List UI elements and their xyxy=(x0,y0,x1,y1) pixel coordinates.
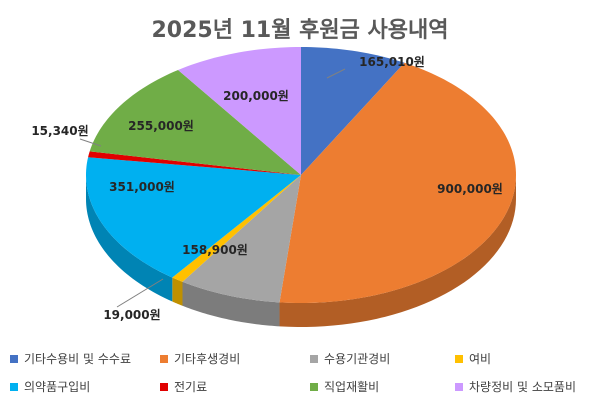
legend-swatch-1 xyxy=(10,354,18,363)
legend-label-6: 전기료 xyxy=(174,380,208,394)
pie-slices xyxy=(86,47,516,304)
legend-item-7: 직업재활비 xyxy=(310,378,379,395)
pie-slice-4 xyxy=(172,175,301,282)
legend-item-2: 기타후생경비 xyxy=(160,350,240,367)
legend-label-7: 직업재활비 xyxy=(324,380,380,394)
legend-label-2: 기타후생경비 xyxy=(174,352,241,366)
legend-swatch-2 xyxy=(160,354,168,363)
pie-side-2 xyxy=(279,175,516,327)
pie-slice-8 xyxy=(178,47,301,175)
legend-swatch-5 xyxy=(10,382,18,391)
legend-item-6: 전기료 xyxy=(160,378,207,395)
data-label-3: 158,900원 xyxy=(182,243,248,257)
pie-side-3 xyxy=(182,281,280,327)
legend-item-5: 의약품구입비 xyxy=(10,378,90,395)
legend-swatch-4 xyxy=(455,354,463,363)
legend-swatch-3 xyxy=(310,354,318,363)
pie-slice-1 xyxy=(301,47,405,175)
pie-side-4 xyxy=(172,277,183,306)
leader-line-1 xyxy=(326,68,346,79)
legend-label-5: 의약품구입비 xyxy=(24,380,91,394)
pie-side-5 xyxy=(86,175,173,302)
pie-slice-2 xyxy=(279,62,516,304)
legend-swatch-8 xyxy=(455,382,463,391)
legend-label-4: 여비 xyxy=(469,352,492,366)
pie-slice-6 xyxy=(88,151,301,175)
data-label-8: 200,000원 xyxy=(223,89,289,103)
legend-item-3: 수용기관경비 xyxy=(310,350,390,367)
data-label-2: 900,000원 xyxy=(437,182,503,196)
legend-label-1: 기타수용비 및 수수료 xyxy=(24,352,131,366)
pie-slice-3 xyxy=(182,175,301,303)
data-label-6: 15,340원 xyxy=(31,124,88,138)
legend-item-8: 차량정비 및 소모품비 xyxy=(455,378,576,395)
data-label-7: 255,000원 xyxy=(128,119,194,133)
data-label-4: 19,000원 xyxy=(103,308,160,322)
pie-chart: 165,010원 900,000원 158,900원 19,000원 351,000원 1… xyxy=(31,47,516,327)
data-label-1: 165,010원 xyxy=(359,55,425,69)
data-label-5: 351,000원 xyxy=(109,180,175,194)
legend-item-1: 기타수용비 및 수수료 xyxy=(10,350,131,367)
legend-swatch-6 xyxy=(160,382,168,391)
legend-item-4: 여비 xyxy=(455,350,491,367)
legend-label-3: 수용기관경비 xyxy=(324,352,391,366)
data-labels: 165,010원 900,000원 158,900원 19,000원 351,000원 1… xyxy=(31,55,503,322)
legend-label-8: 차량정비 및 소모품비 xyxy=(469,380,576,394)
chart-title: 2025년 11월 후원금 사용내역 xyxy=(151,18,449,43)
leader-line-3 xyxy=(79,138,102,147)
pie-slice-7 xyxy=(89,69,301,175)
legend-swatch-7 xyxy=(310,382,318,391)
pie-slice-5 xyxy=(86,157,301,278)
pie-side-walls xyxy=(86,175,516,327)
leader-line-2 xyxy=(116,278,164,308)
